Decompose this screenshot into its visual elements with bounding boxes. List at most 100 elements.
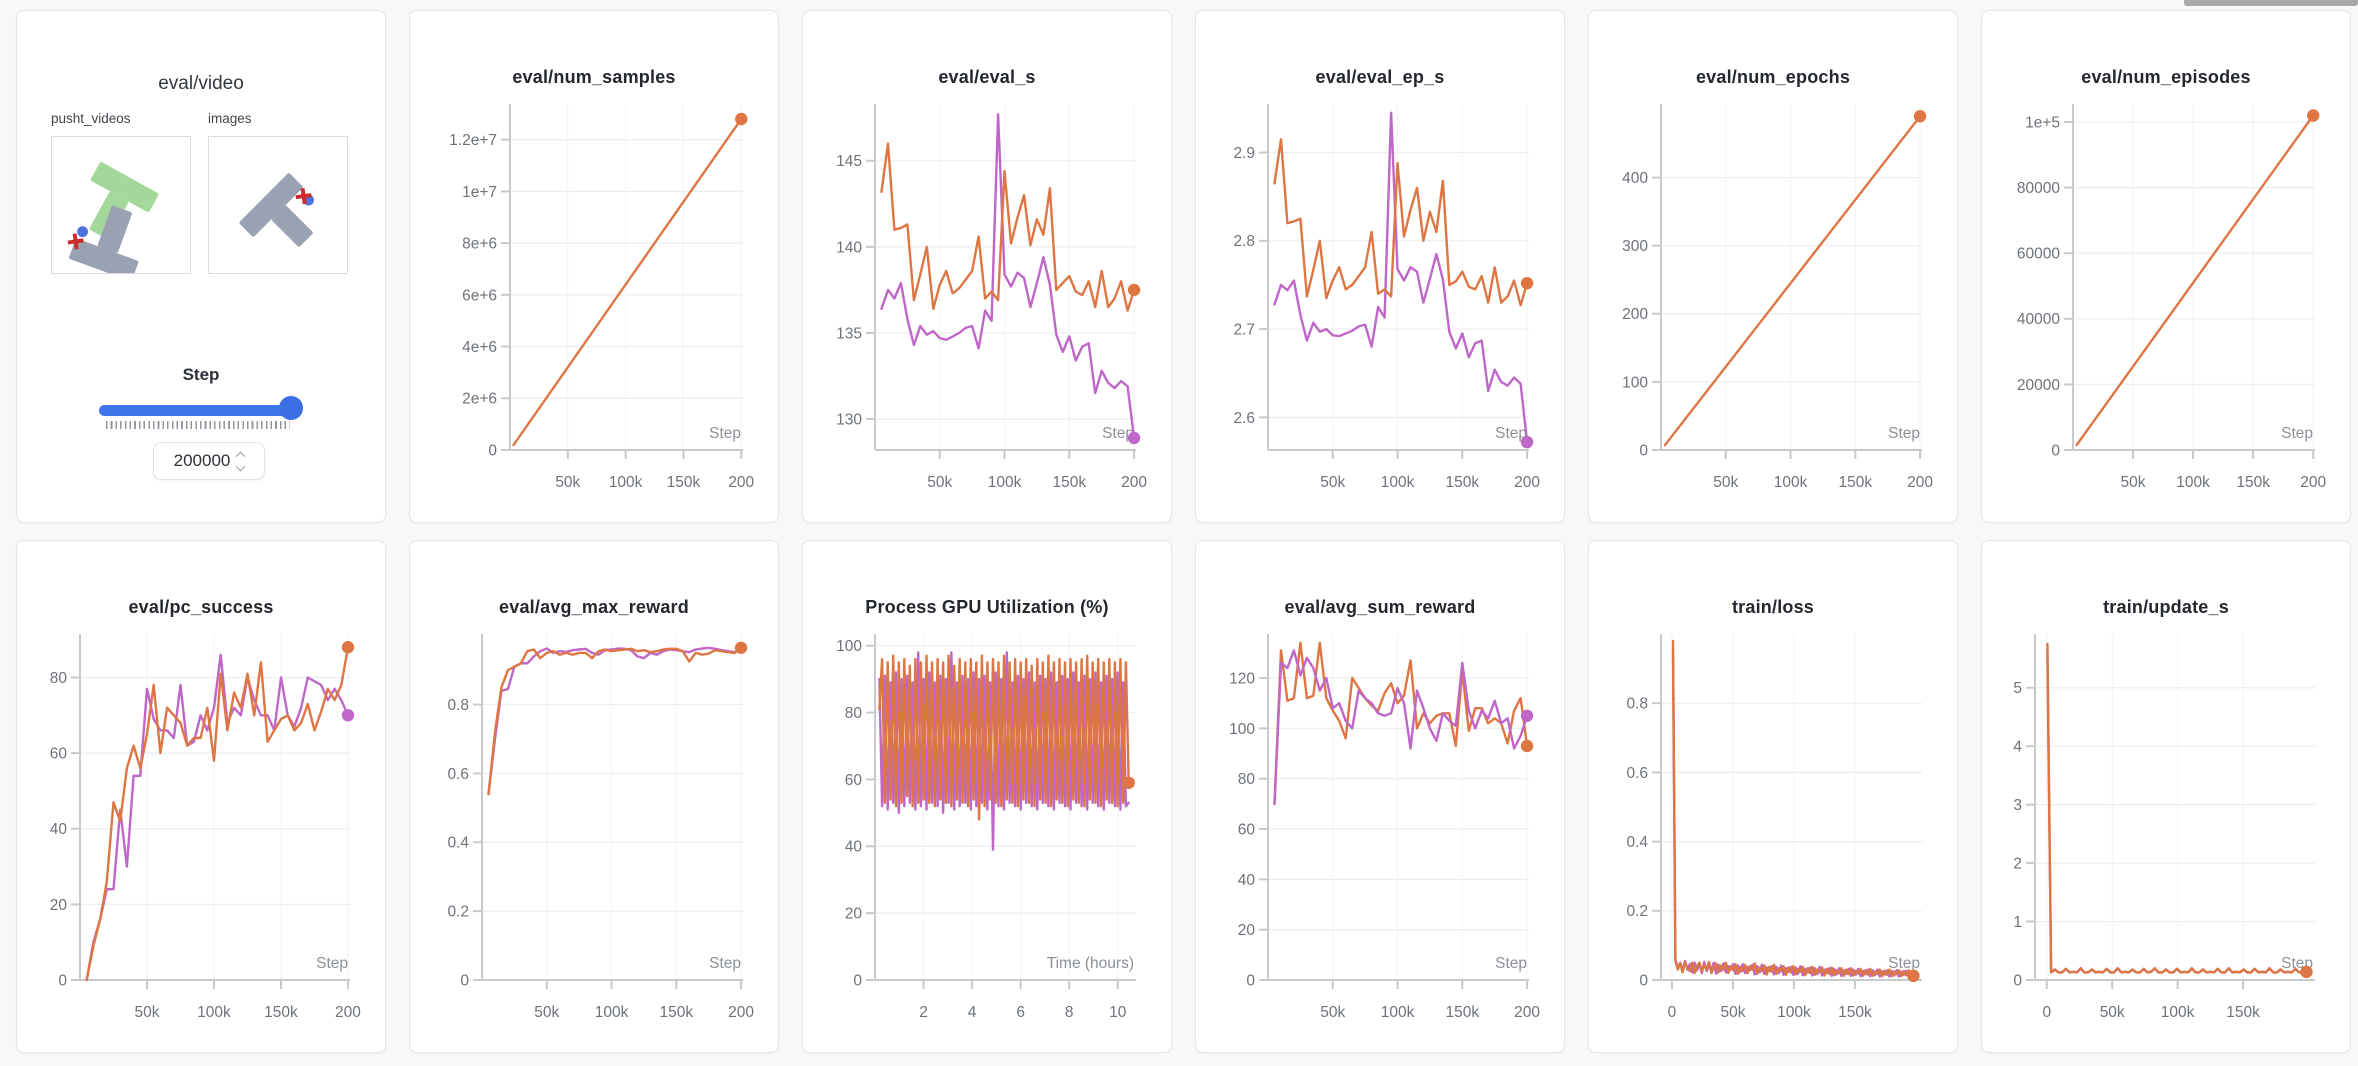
chart-title: eval/num_epochs bbox=[1695, 67, 1851, 87]
partial-scrollbar[interactable] bbox=[2184, 0, 2358, 6]
x-axis-label: Step bbox=[1888, 955, 1920, 972]
chevron-down-icon[interactable] bbox=[235, 461, 246, 471]
x-tick-label: 50k bbox=[2100, 1004, 2125, 1021]
chart-eval-eval-s[interactable]: 50k 100k 150k 200 130 135 140 145 Step bbox=[803, 11, 1172, 523]
x-tick-label: 100k bbox=[1777, 1004, 1811, 1021]
step-value[interactable]: 200000 bbox=[173, 451, 231, 470]
y-tick-label: 80000 bbox=[2017, 180, 2060, 197]
x-tick-label: 100k bbox=[2176, 474, 2210, 491]
x-tick-label: 150k bbox=[1838, 1004, 1872, 1021]
y-tick-label: 0 bbox=[1639, 442, 1648, 459]
y-tick-label: 100 bbox=[836, 638, 862, 655]
series-end-dot-purple[interactable] bbox=[341, 709, 355, 722]
series-line-purple[interactable] bbox=[487, 646, 743, 796]
chart-panel-eval-num-episodes: eval/num_episodes 50k 100k 150k 200 0 20000 40… bbox=[1981, 10, 2351, 523]
x-tick-label: 0 bbox=[2042, 1004, 2051, 1021]
y-tick-label: 8e+6 bbox=[462, 236, 497, 253]
x-tick-label: 8 bbox=[1065, 1004, 1074, 1021]
series-end-dot-orange[interactable] bbox=[1520, 276, 1534, 290]
chart-train-loss[interactable]: 0 50k 100k 150k 0 0.2 0.4 0.6 0.8 Step bbox=[1589, 541, 1958, 1053]
y-tick-label: 20000 bbox=[2017, 377, 2060, 394]
chart-eval-avg-sum-reward[interactable]: 50k 100k 150k 200 0 20 40 60 80 100 120 Step bbox=[1196, 541, 1565, 1053]
series-end-dot-purple[interactable] bbox=[1127, 431, 1141, 445]
series-line-orange[interactable] bbox=[880, 142, 1136, 312]
series-line-orange[interactable] bbox=[487, 646, 743, 796]
series-line-orange[interactable] bbox=[1663, 115, 1922, 447]
x-tick-label: 100k bbox=[1381, 474, 1415, 491]
series-line-orange[interactable] bbox=[2046, 642, 2308, 974]
series-end-dot-orange[interactable] bbox=[341, 641, 355, 654]
panel-title-eval-video: eval/video bbox=[158, 73, 244, 94]
series-end-dot-orange[interactable] bbox=[1913, 110, 1927, 123]
step-slider-label: Step bbox=[182, 365, 220, 384]
x-tick-label: 150k bbox=[659, 1004, 693, 1021]
y-tick-label: 0.4 bbox=[447, 835, 469, 852]
series-end-dot-purple[interactable] bbox=[1520, 435, 1534, 449]
x-axis-label: Time (hours) bbox=[1047, 955, 1134, 972]
series-line-purple[interactable] bbox=[85, 653, 350, 982]
y-tick-label: 145 bbox=[836, 153, 862, 170]
series-line-purple[interactable] bbox=[880, 113, 1136, 440]
series-end-dot-orange[interactable] bbox=[2306, 109, 2320, 122]
series-end-dot-orange[interactable] bbox=[1127, 283, 1141, 297]
series-line-purple[interactable] bbox=[2046, 651, 2308, 974]
step-number-input[interactable]: 200000 bbox=[153, 442, 265, 480]
panel-grid: eval/video pusht_videos images bbox=[16, 10, 2351, 1053]
y-tick-label: 3 bbox=[2013, 797, 2022, 814]
x-axis-label: Step bbox=[709, 955, 741, 972]
x-tick-label: 150k bbox=[264, 1004, 298, 1021]
series-line-purple[interactable] bbox=[878, 651, 1130, 851]
series-line-orange[interactable] bbox=[512, 117, 743, 447]
y-tick-label: 2.7 bbox=[1233, 322, 1255, 339]
series-end-dot-orange[interactable] bbox=[735, 112, 748, 126]
x-axis-label: Step bbox=[1495, 425, 1527, 442]
series-line-orange[interactable] bbox=[1671, 639, 1915, 978]
chart-eval-num-samples[interactable]: 50k 100k 150k 200 0 2e+6 4e+6 6e+6 8e+6 1e+7 1.2e+… bbox=[410, 11, 779, 523]
y-tick-label: 80 bbox=[50, 670, 68, 687]
series-end-dot-purple[interactable] bbox=[1520, 709, 1534, 722]
y-tick-label: 300 bbox=[1622, 238, 1648, 255]
y-tick-label: 140 bbox=[836, 239, 862, 256]
thumb-label-images: images bbox=[208, 111, 252, 126]
chart-eval-pc-success[interactable]: 50k 100k 150k 200 0 20 40 60 80 Step bbox=[17, 541, 386, 1053]
x-axis-label: Step bbox=[1888, 425, 1920, 442]
thumb-label-pusht-videos: pusht_videos bbox=[51, 111, 131, 126]
y-tick-label: 0.4 bbox=[1626, 834, 1648, 851]
series-end-dot-orange[interactable] bbox=[1907, 969, 1920, 983]
series-line-orange[interactable] bbox=[2075, 114, 2315, 447]
series-end-dot-orange[interactable] bbox=[734, 641, 748, 654]
x-tick-label: 100k bbox=[1774, 474, 1808, 491]
step-slider-track[interactable] bbox=[99, 405, 301, 416]
y-tick-label: 80 bbox=[845, 705, 863, 722]
chart-eval-num-episodes[interactable]: 50k 100k 150k 200 0 20000 40000 60000 80000 1e+5 S… bbox=[1982, 11, 2351, 523]
series-line-purple[interactable] bbox=[1273, 649, 1529, 806]
series-end-dot-orange[interactable] bbox=[1122, 776, 1135, 789]
series-line-orange[interactable] bbox=[85, 645, 350, 982]
series-line-purple[interactable] bbox=[1273, 111, 1529, 444]
chevron-up-icon[interactable] bbox=[235, 451, 246, 461]
series-end-dot-orange[interactable] bbox=[2300, 965, 2313, 979]
y-tick-label: 130 bbox=[836, 411, 862, 428]
y-tick-label: 0 bbox=[1639, 972, 1648, 989]
chart-eval-eval-ep-s[interactable]: 50k 100k 150k 200 2.6 2.7 2.8 2.9 Step bbox=[1196, 11, 1565, 523]
y-tick-label: 0 bbox=[2051, 442, 2060, 459]
x-tick-label: 150k bbox=[667, 474, 701, 491]
pusht-video-thumbnail[interactable] bbox=[51, 136, 191, 281]
step-slider-handle[interactable] bbox=[279, 396, 303, 420]
series-line-purple[interactable] bbox=[1671, 650, 1915, 978]
x-tick-label: 6 bbox=[1016, 1004, 1025, 1021]
series-line-orange[interactable] bbox=[878, 654, 1130, 821]
chart-title: train/update_s bbox=[2103, 597, 2229, 617]
y-tick-label: 0.8 bbox=[447, 697, 469, 714]
x-axis-label: Step bbox=[1102, 425, 1134, 442]
series-end-dot-orange[interactable] bbox=[1520, 739, 1534, 753]
images-thumbnail[interactable] bbox=[208, 136, 348, 274]
series-line-orange[interactable] bbox=[1273, 138, 1529, 307]
chart-eval-avg-max-reward[interactable]: 50k 100k 150k 200 0 0.2 0.4 0.6 0.8 Step bbox=[410, 541, 779, 1053]
y-tick-label: 4e+6 bbox=[462, 339, 497, 356]
step-spinner[interactable] bbox=[235, 451, 246, 471]
chart-eval-num-epochs[interactable]: 50k 100k 150k 200 0 100 200 300 400 Step bbox=[1589, 11, 1958, 523]
x-axis-label: Step bbox=[2281, 425, 2313, 442]
